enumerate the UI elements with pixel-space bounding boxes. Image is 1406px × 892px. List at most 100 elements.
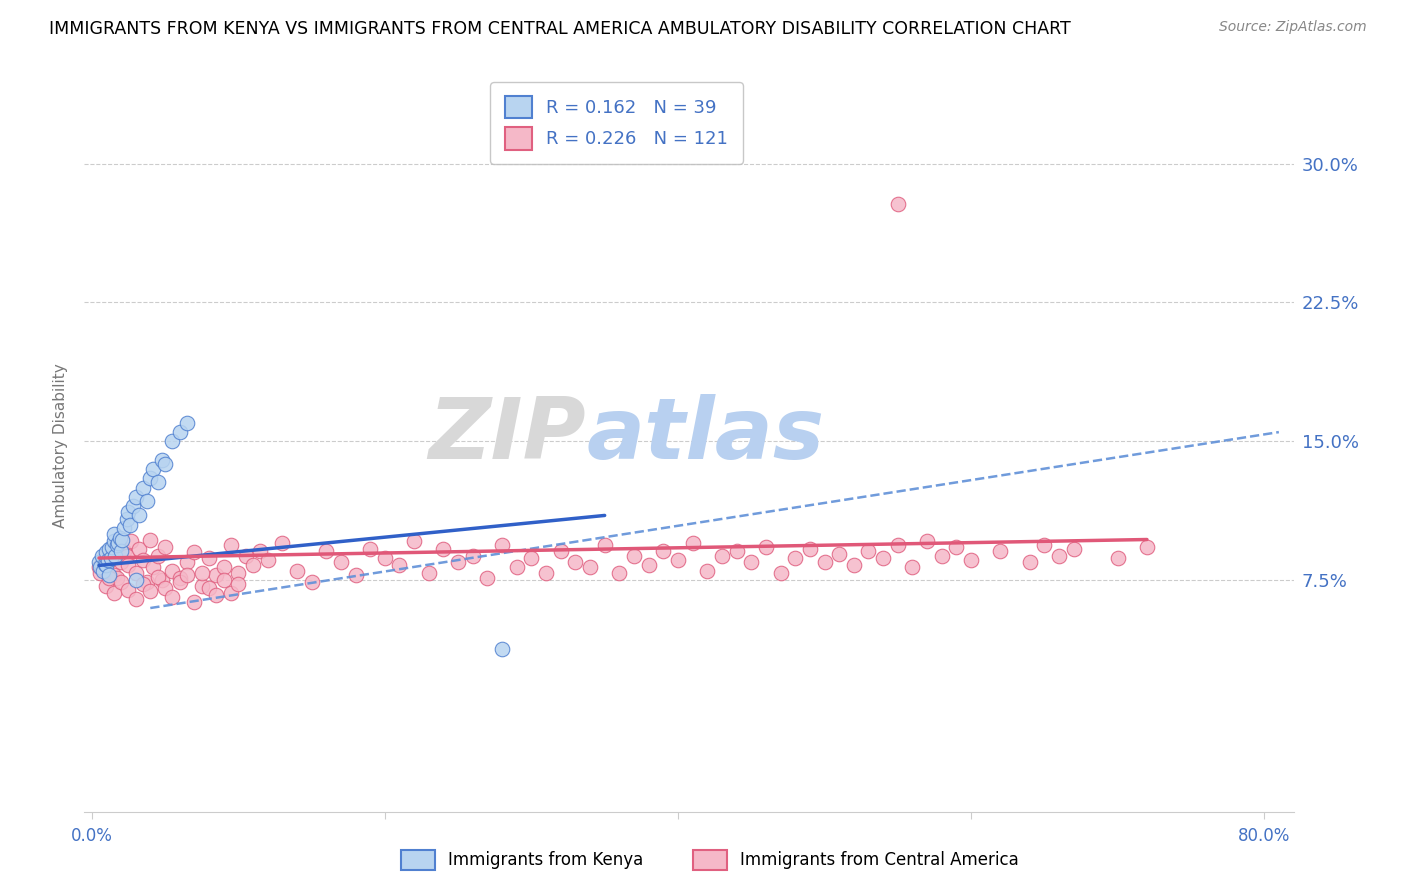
Point [755,540,778,554]
Point [461,549,484,564]
Point [124,591,146,606]
Point [93,562,115,576]
Legend: Immigrants from Kenya, Immigrants from Central America: Immigrants from Kenya, Immigrants from C… [395,843,1025,877]
Point [872,551,894,566]
Point [183,595,205,609]
Point [104,540,127,554]
Point [432,541,454,556]
Point [242,558,264,573]
Point [128,508,150,523]
Point [120,534,142,549]
Point [93,564,115,578]
Point [256,553,278,567]
Point [491,641,513,656]
Point [96,558,118,573]
Point [103,567,125,582]
Point [105,571,128,585]
Point [132,553,155,567]
Point [520,551,543,566]
Point [404,534,426,549]
Point [142,560,165,574]
Point [176,567,198,582]
Point [176,555,198,569]
Point [96,564,118,578]
Point [103,534,125,549]
Point [103,586,125,600]
Point [169,425,191,439]
Point [108,538,131,552]
Point [477,571,499,585]
Point [960,553,983,567]
Point [491,538,513,552]
Point [212,574,235,588]
Point [190,566,212,580]
Point [107,536,129,550]
Point [190,579,212,593]
Point [94,558,117,573]
Point [271,536,294,550]
Point [579,560,602,574]
Point [198,551,221,566]
Point [344,567,367,582]
Point [153,457,176,471]
Point [93,553,115,567]
Point [98,567,121,582]
Point [124,574,146,588]
Point [96,549,118,564]
Point [666,553,689,567]
Point [506,560,529,574]
Point [132,481,155,495]
Point [139,471,162,485]
Point [153,540,176,554]
Point [447,555,470,569]
Point [96,579,118,593]
Point [710,549,733,564]
Point [740,555,762,569]
Point [112,543,135,558]
Point [388,558,411,573]
Point [842,558,865,573]
Point [139,584,162,599]
Point [111,533,134,547]
Point [142,462,165,476]
Point [1047,549,1070,564]
Point [101,541,124,556]
Y-axis label: Ambulatory Disability: Ambulatory Disability [53,364,69,528]
Point [104,549,127,564]
Point [858,543,880,558]
Point [1033,538,1056,552]
Point [593,538,616,552]
Point [418,566,440,580]
Point [607,566,630,580]
Point [150,574,173,588]
Point [887,197,910,211]
Point [97,553,120,567]
Point [1107,551,1129,566]
Point [315,543,337,558]
Text: Source: ZipAtlas.com: Source: ZipAtlas.com [1219,20,1367,34]
Point [205,588,228,602]
Point [87,555,110,569]
Point [652,543,675,558]
Point [235,549,257,564]
Point [623,549,645,564]
Point [96,545,118,559]
Point [285,564,308,578]
Point [94,557,117,571]
Point [799,541,821,556]
Point [183,545,205,559]
Point [205,567,228,582]
Point [98,571,121,585]
Point [112,521,135,535]
Point [136,493,159,508]
Point [637,558,659,573]
Point [97,555,120,569]
Point [98,545,121,559]
Point [136,575,159,590]
Point [534,566,557,580]
Legend: R = 0.162   N = 39, R = 0.226   N = 121: R = 0.162 N = 39, R = 0.226 N = 121 [491,82,742,164]
Point [115,512,138,526]
Point [162,564,184,578]
Point [1136,540,1159,554]
Point [901,560,924,574]
